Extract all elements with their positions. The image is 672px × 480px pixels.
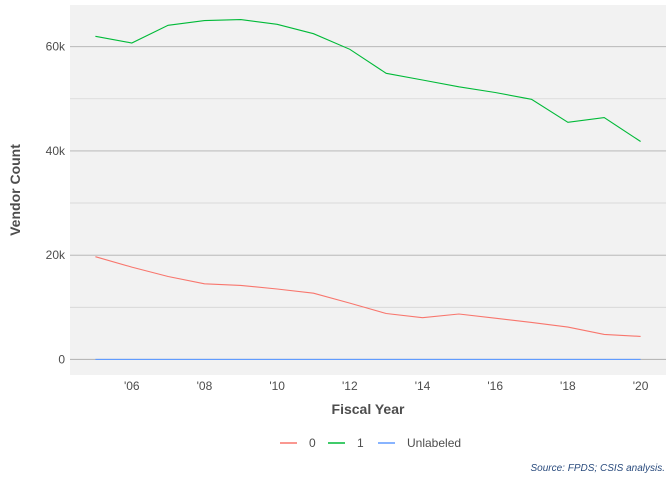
y-tick-labels: 0 20k 40k 60k	[46, 40, 66, 367]
x-tick-label: '20	[633, 379, 649, 393]
x-tick-label: '14	[415, 379, 431, 393]
y-axis-title: Vendor Count	[7, 144, 23, 236]
series-lines	[95, 19, 641, 360]
legend-label-1: 1	[357, 436, 364, 450]
source-caption: Source: FPDS; CSIS analysis.	[531, 463, 666, 474]
x-tick-label: '18	[560, 379, 576, 393]
x-axis-title: Fiscal Year	[332, 401, 405, 417]
y-tick-label: 20k	[46, 248, 66, 262]
x-tick-label: '10	[269, 379, 285, 393]
x-tick-label: '06	[124, 379, 140, 393]
y-tick-label: 60k	[46, 40, 66, 54]
x-tick-label: '08	[197, 379, 213, 393]
legend-label-unlabeled: Unlabeled	[407, 436, 461, 450]
y-tick-label: 0	[58, 352, 65, 366]
x-tick-labels: '06 '08 '10 '12 '14 '16 '18 '20	[124, 379, 649, 393]
x-tick-label: '16	[487, 379, 503, 393]
legend-label-0: 0	[309, 436, 316, 450]
series-line-1	[95, 19, 641, 142]
plot-panel	[70, 5, 666, 375]
y-tick-label: 40k	[46, 144, 66, 158]
x-tick-label: '12	[342, 379, 358, 393]
legend: 0 1 Unlabeled	[280, 436, 461, 450]
series-line-0	[95, 256, 641, 337]
